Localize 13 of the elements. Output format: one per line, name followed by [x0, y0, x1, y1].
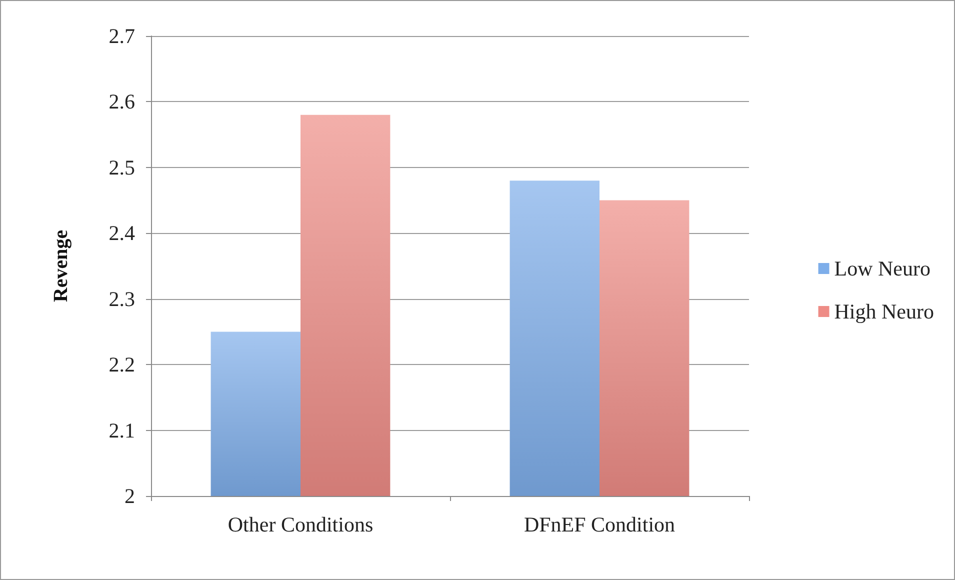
x-tick-label: DFnEF Condition — [524, 512, 676, 536]
y-tick-label: 2.3 — [108, 286, 135, 311]
y-axis-title: Revenge — [50, 230, 72, 302]
y-tick-label: 2.5 — [108, 155, 135, 180]
y-tick-label: 2.4 — [108, 221, 136, 246]
y-tick-label: 2.2 — [108, 352, 135, 377]
y-tick-label: 2 — [124, 484, 135, 508]
x-tick-label: Other Conditions — [228, 512, 374, 536]
y-tick-label: 2.6 — [108, 90, 135, 114]
y-tick-label: 2.1 — [108, 418, 135, 442]
legend-label: High Neuro — [834, 300, 934, 324]
y-tick-label: 2.7 — [108, 24, 135, 48]
legend-label: Low Neuro — [834, 256, 931, 280]
